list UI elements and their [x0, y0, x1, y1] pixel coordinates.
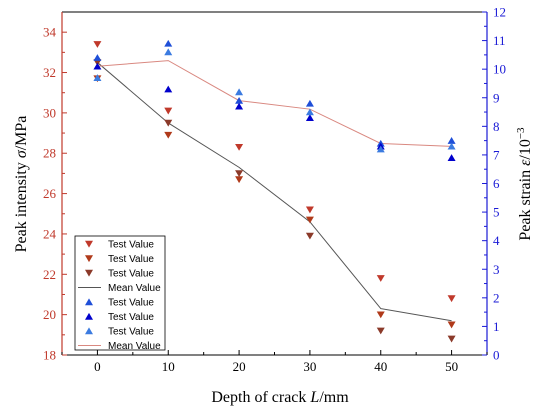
intensity-test-point	[447, 321, 456, 329]
x-tick-label: 20	[233, 359, 246, 374]
legend-entry-label: Test Value	[108, 254, 154, 265]
intensity-test-point	[93, 41, 102, 48]
strain-test-point	[305, 99, 314, 107]
x-tick-label: 40	[374, 359, 387, 374]
strain-test-point	[164, 48, 173, 56]
legend-marker-strain-test	[85, 312, 93, 320]
y-right-tick-label: 0	[493, 348, 500, 363]
strain-test-point	[235, 88, 244, 96]
x-tick-label: 50	[445, 359, 458, 374]
x-tick-label: 30	[303, 359, 316, 374]
y-left-tick-label: 26	[43, 186, 57, 201]
y-right-tick-label: 10	[493, 62, 506, 77]
strain-test-point	[93, 54, 102, 61]
y-left-tick-label: 34	[43, 25, 57, 40]
y-right-tick-label: 6	[493, 176, 500, 191]
y-left-tick-label: 32	[43, 65, 56, 80]
intensity-test-point	[305, 216, 314, 224]
strain-test-point	[447, 142, 456, 150]
intensity-test-point	[447, 295, 456, 303]
intensity-test-point	[235, 176, 244, 184]
y-left-tick-label: 24	[43, 226, 57, 241]
intensity-test-point	[305, 206, 314, 214]
intensity-test-point	[376, 327, 385, 335]
legend-marker-intensity-test	[85, 255, 93, 263]
y-right-tick-label: 7	[493, 147, 500, 162]
test-points-layer	[93, 39, 456, 343]
legend-entry-label: Mean Value	[108, 283, 161, 294]
strain-test-point	[93, 62, 102, 70]
y-right-tick-label: 4	[493, 233, 500, 248]
y-right-tick-label: 2	[493, 290, 500, 305]
x-tick-label: 0	[94, 359, 101, 374]
mean-lines-layer	[97, 60, 452, 322]
intensity-test-point	[376, 275, 385, 282]
legend-marker-intensity-test	[85, 240, 93, 248]
strain-test-point	[305, 108, 314, 116]
legend-entry-label: Test Value	[108, 240, 154, 251]
y-axis-right-label: Peak strain ε/10−3	[515, 127, 534, 241]
intensity-test-point	[164, 131, 173, 139]
legend-marker-intensity-test	[85, 269, 93, 277]
intensity-test-point	[305, 232, 314, 240]
y-right-tick-label: 3	[493, 262, 500, 277]
legend: Test Value Test Value Test Value Mean Value…	[74, 235, 166, 352]
y-right-tick-label: 8	[493, 119, 500, 134]
strain-test-point	[376, 145, 385, 153]
legend-entry-label: Test Value	[108, 269, 154, 280]
strain-test-point	[447, 154, 456, 161]
intensity-test-point	[164, 119, 173, 127]
y-axis-left-label: Peak intensity σ/MPa	[13, 116, 30, 253]
strain-test-point	[235, 102, 244, 110]
y-right-tick-label: 9	[493, 90, 500, 105]
y-left-tick-label: 28	[43, 146, 56, 161]
legend-entry-label: Test Value	[108, 312, 154, 323]
legend-entry-label: Test Value	[108, 298, 154, 309]
legend-entry-label: Test Value	[108, 327, 154, 338]
y-right-tick-label: 12	[493, 5, 506, 20]
x-axis-label: Depth of crack L/mm	[211, 389, 349, 406]
legend-marker-strain-test	[85, 327, 93, 335]
axes-layer: 0 10 20 30 40 5018202224262830323401234567891…	[43, 5, 506, 375]
y-left-tick-label: 22	[43, 267, 56, 282]
legend-entry-label: Mean Value	[108, 341, 161, 352]
y-right-tick-label: 1	[493, 319, 500, 334]
strain-test-point	[235, 97, 244, 104]
strain-test-point	[164, 85, 173, 93]
intensity-test-point	[235, 170, 244, 178]
intensity-test-point	[164, 107, 173, 115]
strain-test-point	[305, 114, 314, 121]
strain-test-point	[93, 74, 102, 81]
y-left-tick-label: 20	[43, 307, 56, 322]
y-right-tick-label: 5	[493, 205, 500, 220]
intensity-mean-line	[97, 62, 452, 322]
intensity-test-point	[235, 143, 244, 151]
intensity-test-point	[93, 59, 102, 67]
intensity-test-point	[376, 311, 385, 319]
legend-marker-strain-test	[85, 298, 93, 306]
intensity-test-point	[447, 335, 456, 343]
y-right-tick-label: 11	[493, 33, 506, 48]
strain-test-point	[164, 39, 173, 47]
y-left-tick-label: 30	[43, 105, 56, 120]
strain-mean-line	[97, 60, 452, 147]
strain-test-point	[447, 137, 456, 144]
y-left-tick-label: 18	[43, 348, 56, 363]
x-tick-label: 10	[162, 359, 175, 374]
